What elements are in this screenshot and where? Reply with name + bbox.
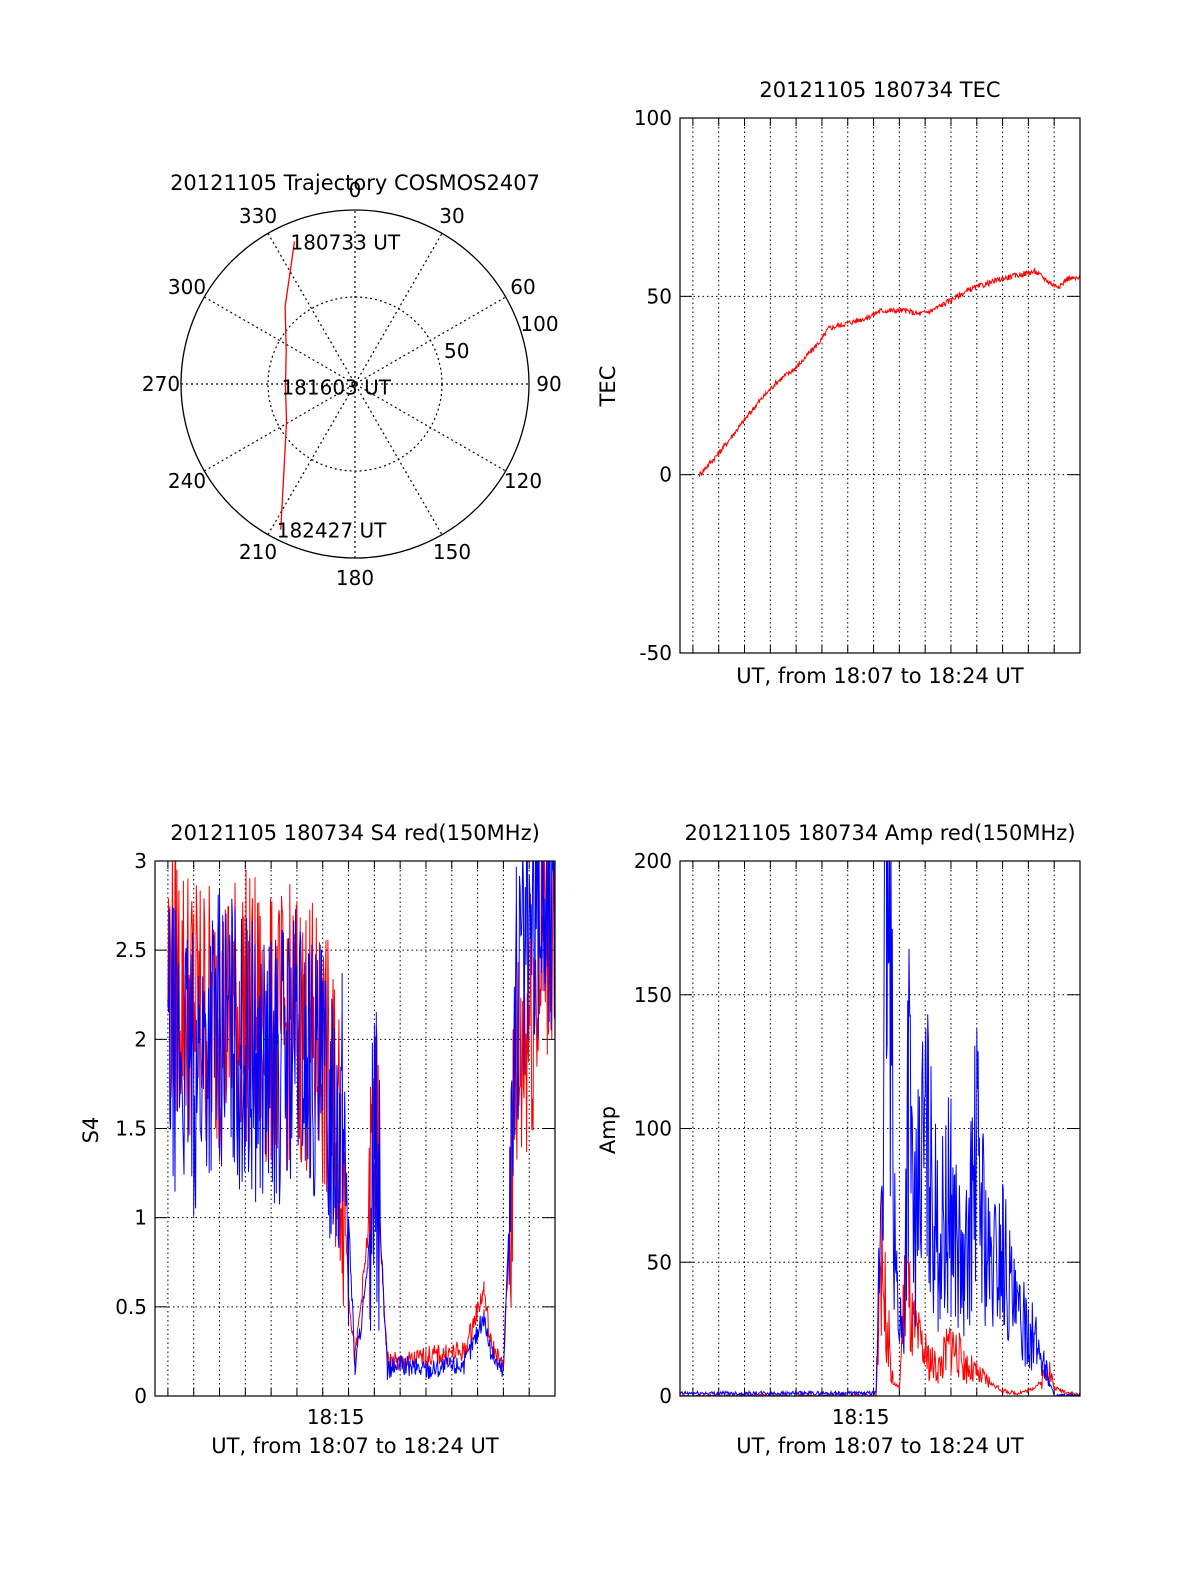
- amp-ytick-label: 100: [634, 1117, 672, 1141]
- s4-ytick-label: 0: [134, 1384, 147, 1408]
- polar-spoke: [267, 233, 443, 535]
- s4-plot-frame: [154, 860, 556, 1397]
- s4-ytick-label: 2.5: [115, 938, 147, 962]
- track-time-label: 182427 UT: [277, 519, 387, 543]
- azimuth-label: 210: [239, 540, 277, 564]
- track-annotations: 180733 UT 181603 UT 182427 UT: [277, 230, 401, 542]
- tec-ytick-label: -50: [639, 641, 672, 665]
- s4-xlabel: UT, from 18:07 to 18:24 UT: [211, 1434, 499, 1458]
- amp-ytick-label: 50: [647, 1250, 672, 1274]
- tec-series-group: [698, 267, 1080, 477]
- polar-spoke: [267, 233, 443, 535]
- azimuth-label: 240: [168, 469, 206, 493]
- azimuth-label: 150: [433, 540, 471, 564]
- amp-ytick-label: 200: [634, 849, 672, 873]
- amp-plot-frame: [679, 860, 1081, 1397]
- radial-label: 50: [444, 339, 469, 363]
- amp-xlabel: UT, from 18:07 to 18:24 UT: [736, 1434, 1024, 1458]
- s4-ytick-label: 0.5: [115, 1295, 147, 1319]
- polar-outer-circle: [180, 209, 530, 559]
- tec-ylabel: TEC: [596, 366, 620, 408]
- azimuth-label: 330: [239, 204, 277, 228]
- azimuth-label: 300: [168, 275, 206, 299]
- track-time-label: 181603 UT: [281, 375, 391, 399]
- amp-xtick-label: 18:15: [832, 1405, 890, 1429]
- amp-panel: 20121105 180734 Amp red(150MHz) UT, from…: [596, 821, 1081, 1458]
- s4-xtick-label: 18:15: [307, 1405, 365, 1429]
- track-time-label: 180733 UT: [290, 230, 400, 254]
- amp-title: 20121105 180734 Amp red(150MHz): [684, 821, 1075, 845]
- s4-ytick-label: 1: [134, 1206, 147, 1230]
- satellite-track: [280, 241, 296, 530]
- polar-spoke: [204, 296, 506, 472]
- amp-ytick-label: 150: [634, 983, 672, 1007]
- s4-ytick-label: 1.5: [115, 1117, 147, 1141]
- tec-panel: 20121105 180734 TEC UT, from 18:07 to 18…: [596, 78, 1081, 688]
- tec-series-line: [698, 267, 1080, 477]
- azimuth-label: 270: [142, 372, 180, 396]
- s4-ytick-label: 2: [134, 1027, 147, 1051]
- s4-panel: 20121105 180734 S4 red(150MHz) UT, from …: [79, 821, 556, 1458]
- amp-series-group: [680, 861, 1080, 1396]
- track-line: [280, 241, 296, 530]
- tec-grid: [680, 117, 1081, 654]
- tec-ytick-label: 0: [659, 463, 672, 487]
- azimuth-labels: 0 30 60 90 120 150 180 210 240 270 300 330: [142, 178, 562, 590]
- azimuth-label: 90: [536, 372, 561, 396]
- polar-title: 20121105 Trajectory COSMOS2407: [170, 171, 540, 195]
- azimuth-label: 0: [349, 178, 362, 202]
- azimuth-label: 180: [336, 566, 374, 590]
- tec-xlabel: UT, from 18:07 to 18:24 UT: [736, 664, 1024, 688]
- s4-title: 20121105 180734 S4 red(150MHz): [170, 821, 540, 845]
- polar-spoke: [204, 296, 506, 472]
- amp-ylabel: Amp: [596, 1106, 620, 1154]
- trajectory-polar-plot: 20121105 Trajectory COSMOS2407 0 30 60 90 12…: [142, 171, 562, 590]
- azimuth-label: 120: [504, 469, 542, 493]
- tec-ytick-label: 50: [647, 284, 672, 308]
- tec-plot-frame: [679, 117, 1081, 654]
- s4-series-line: [167, 861, 555, 1371]
- s4-series-line: [167, 861, 555, 1380]
- polar-grid: [181, 210, 529, 558]
- radial-label: 100: [520, 312, 558, 336]
- tec-title: 20121105 180734 TEC: [759, 78, 1000, 102]
- azimuth-label: 30: [439, 204, 464, 228]
- azimuth-label: 60: [510, 275, 535, 299]
- s4-ytick-label: 3: [134, 849, 147, 873]
- tec-ytick-label: 100: [634, 106, 672, 130]
- radial-labels: 50 100: [444, 312, 559, 363]
- s4-ylabel: S4: [79, 1117, 103, 1144]
- amp-ytick-label: 0: [659, 1384, 672, 1408]
- amp-series-line: [680, 861, 1080, 1396]
- amp-series-line: [680, 1193, 1080, 1396]
- s4-series-group: [167, 861, 555, 1380]
